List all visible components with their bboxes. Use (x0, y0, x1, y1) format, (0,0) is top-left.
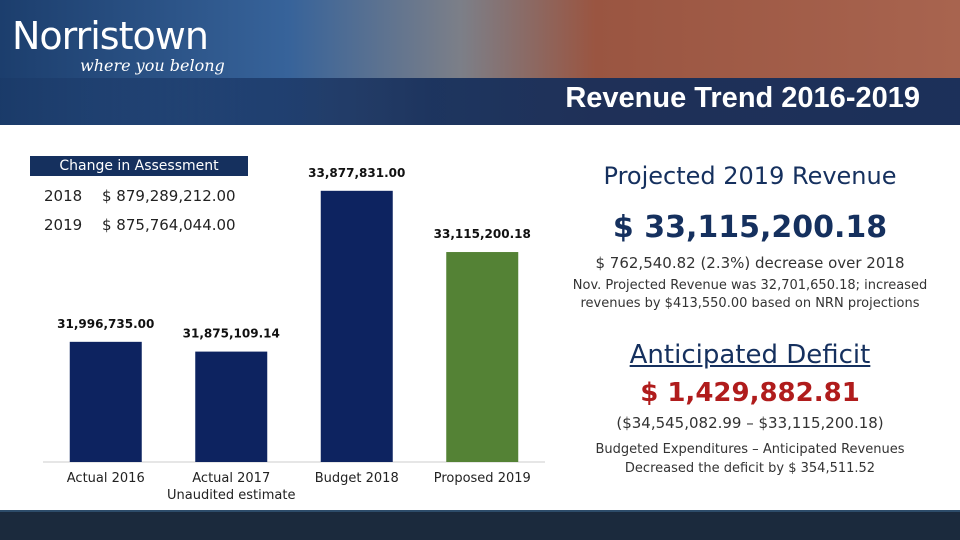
deficit-formula: ($34,545,082.99 – $33,115,200.18) (616, 414, 884, 432)
bar (446, 252, 519, 462)
title-band (0, 78, 960, 125)
value-label: 31,875,109.14 (183, 327, 280, 341)
assessment-year: 2018 (44, 187, 83, 205)
deficit-title: Anticipated Deficit (629, 340, 871, 370)
tagline: where you belong (80, 56, 225, 75)
value-label: 31,996,735.00 (57, 317, 154, 331)
value-label: 33,877,831.00 (308, 166, 405, 180)
slide-title: Revenue Trend 2016-2019 (565, 82, 920, 114)
assessment-year: 2019 (44, 216, 83, 234)
x-tick-label: Actual 2016 (66, 471, 145, 486)
deficit-note: Budgeted Expenditures – Anticipated Reve… (595, 442, 905, 476)
logo: Norristown (12, 14, 209, 58)
projected-note: Nov. Projected Revenue was 32,701,650.18… (572, 278, 928, 311)
assessment-value: $ 879,289,212.00 (102, 187, 236, 205)
bar (69, 341, 142, 462)
projected-title: Projected 2019 Revenue (603, 162, 897, 190)
x-tick-label: Proposed 2019 (433, 471, 531, 486)
projected-change: $ 762,540.82 (2.3%) decrease over 2018 (595, 254, 905, 272)
footer-bar (0, 510, 960, 540)
value-label: 33,115,200.18 (434, 227, 531, 241)
projected-amount: $ 33,115,200.18 (612, 210, 888, 245)
x-tick-label: Actual 2017 Unaudited estimate (166, 471, 296, 503)
assessment-value: $ 875,764,044.00 (102, 216, 236, 234)
bar (195, 351, 268, 462)
bar (320, 190, 393, 463)
x-tick-label: Budget 2018 (314, 471, 399, 486)
assessment-title: Change in Assessment (30, 156, 248, 176)
deficit-amount: $ 1,429,882.81 (640, 378, 860, 408)
